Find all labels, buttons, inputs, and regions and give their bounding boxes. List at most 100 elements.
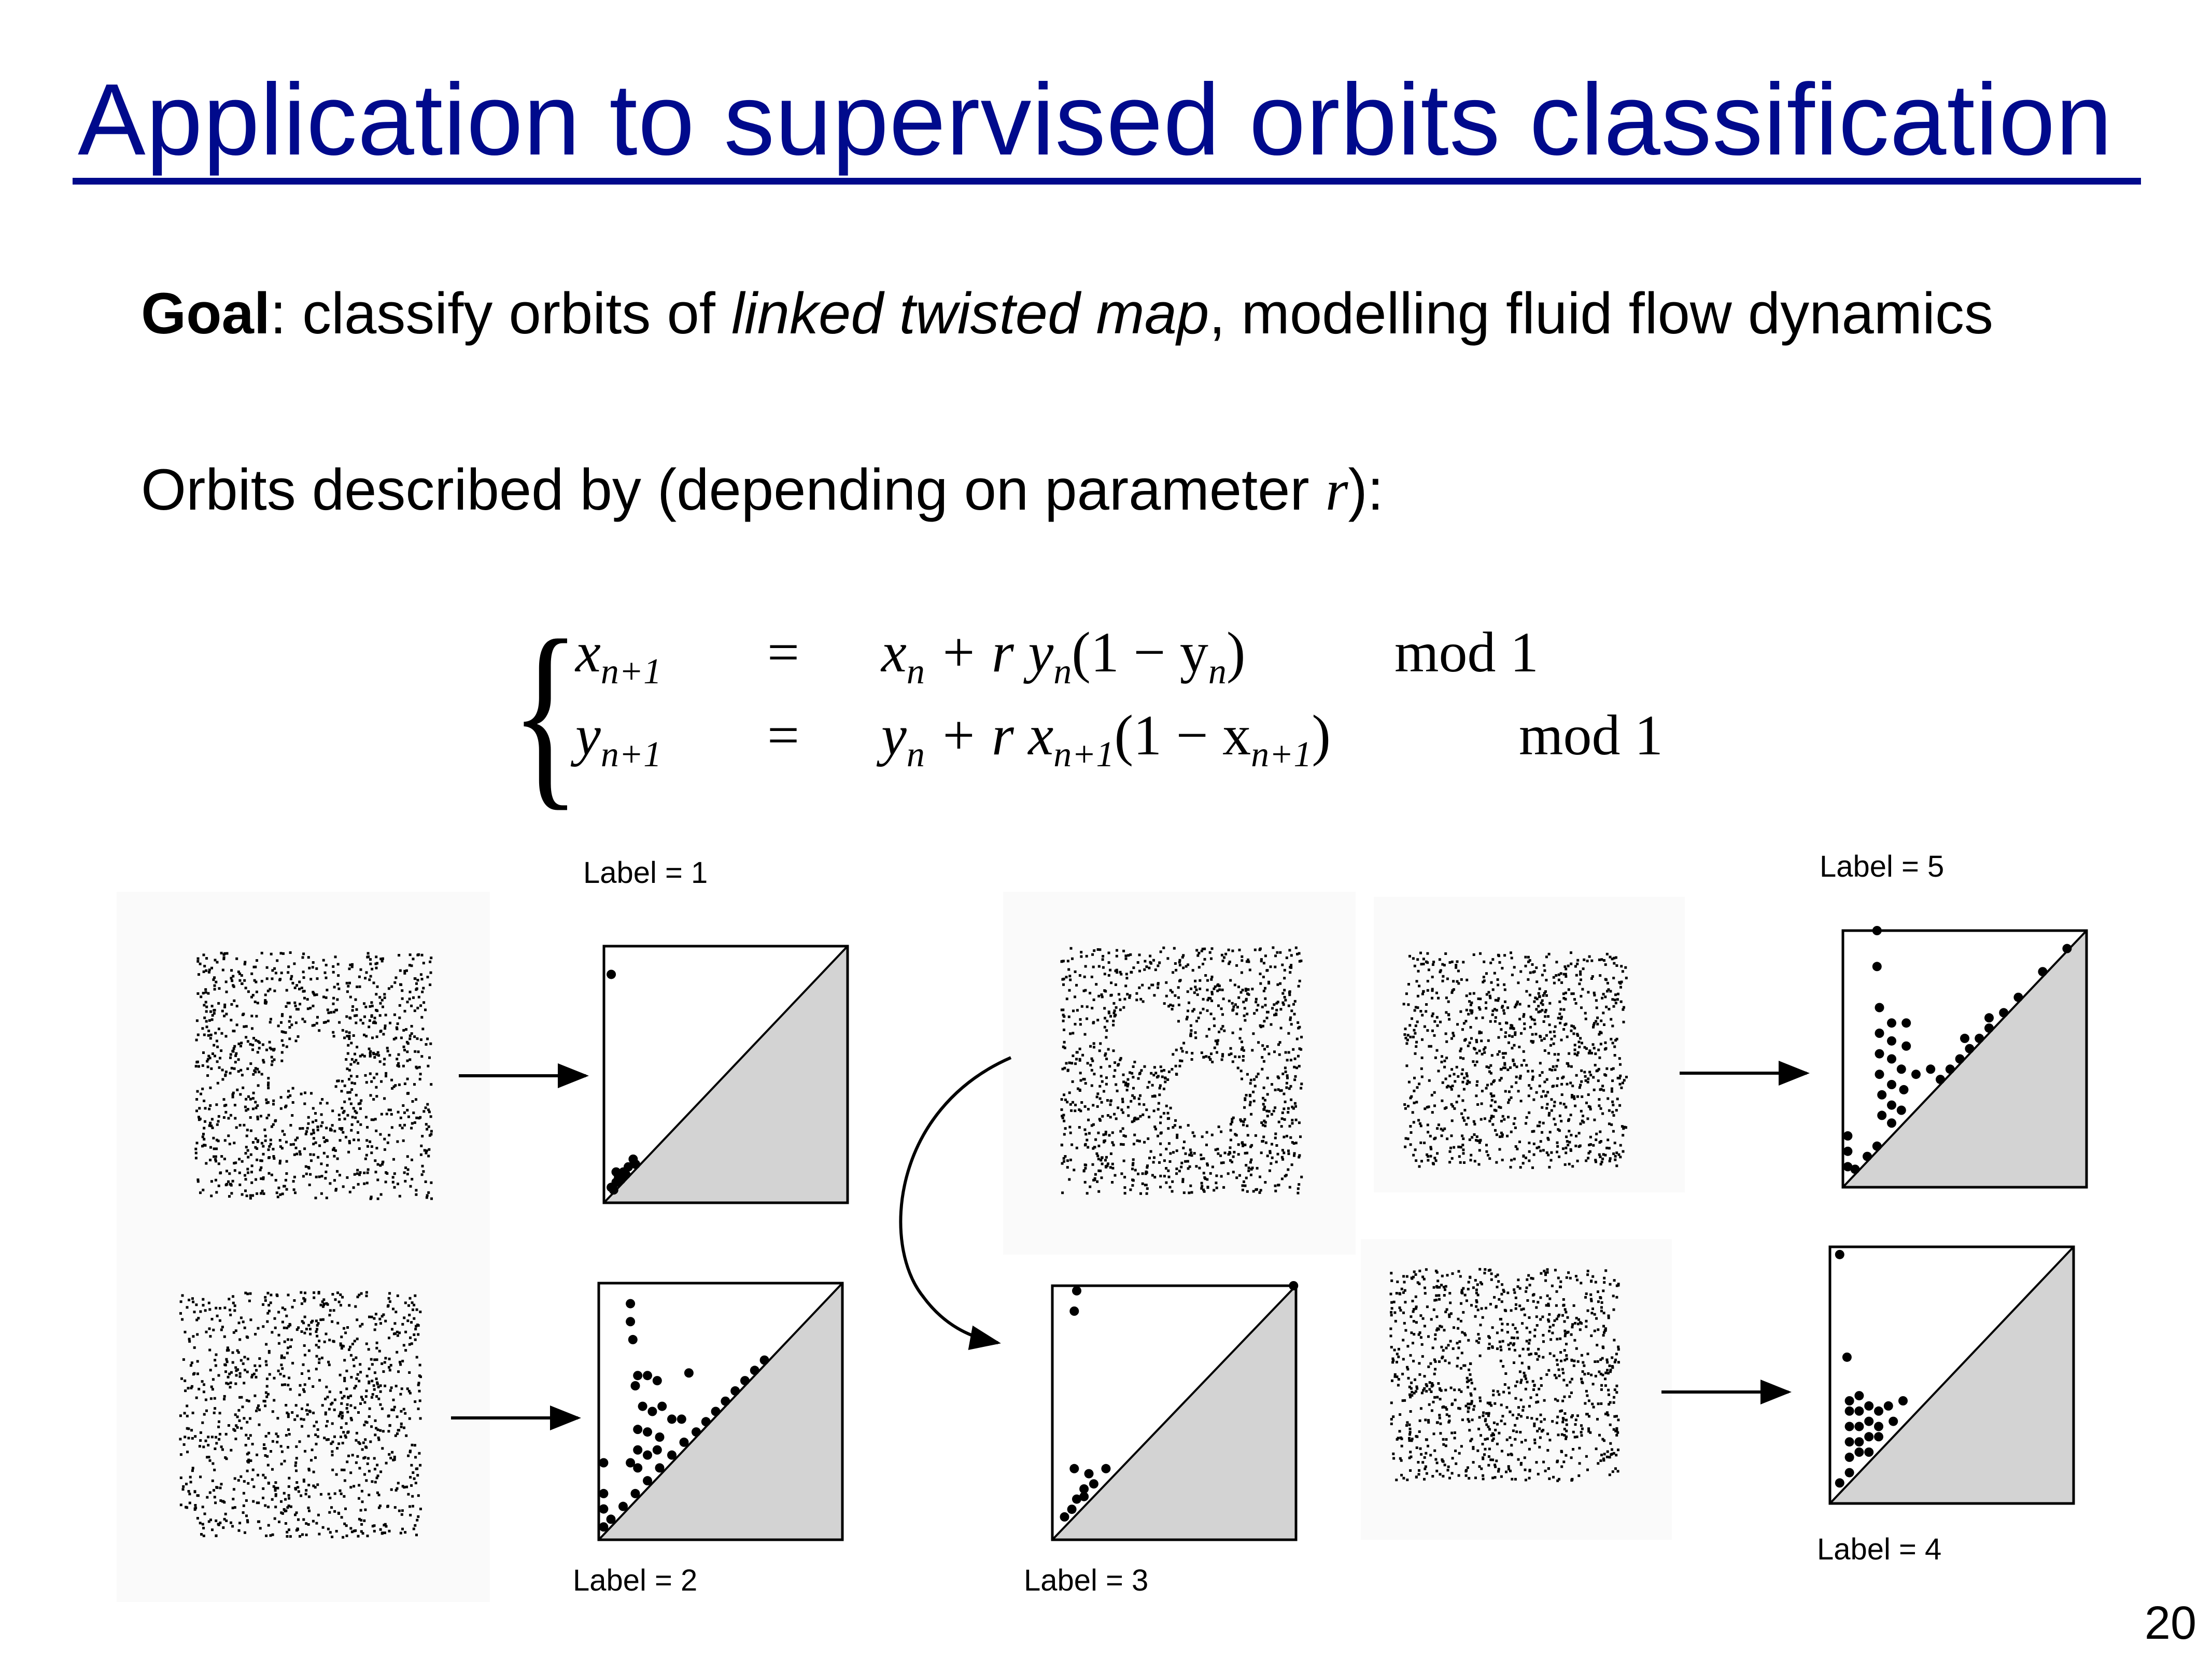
diagram-point: [1854, 1447, 1864, 1457]
diagram-point: [1955, 1054, 1965, 1064]
orbit-cloud-2: [117, 1229, 490, 1602]
diagram-point: [1877, 1110, 1887, 1120]
orbit-background: [1374, 897, 1685, 1192]
diagram-point: [1854, 1391, 1864, 1401]
label-4: Label = 4: [1817, 1533, 1942, 1566]
diagram-point: [1101, 1464, 1111, 1473]
diagram-point: [1887, 1118, 1896, 1128]
diagram-point: [1887, 1054, 1896, 1064]
diagram-point: [1872, 962, 1882, 972]
eq2-rhs: yn + r xn+1(1 − xn+1): [881, 704, 1331, 775]
diagram-point: [633, 1371, 643, 1381]
diagram-point: [1926, 1064, 1936, 1074]
diagram-point: [1936, 1075, 1945, 1085]
diagram-point: [1089, 1479, 1098, 1489]
diagram-point: [1875, 1003, 1884, 1013]
goal-text: : classify orbits of: [270, 281, 731, 346]
orbits-text: Orbits described by (depending on parame…: [141, 457, 1326, 522]
page-number: 20: [2144, 1597, 2196, 1649]
equation-brace: {: [511, 598, 581, 827]
diagram-point: [628, 1334, 638, 1344]
diagram-point: [1896, 1064, 1906, 1074]
diagram-point: [647, 1407, 657, 1416]
diagram-point: [1864, 1447, 1874, 1457]
diagram-frame: [1828, 1245, 2075, 1505]
label-1: Label = 1: [583, 856, 708, 890]
arrow-3: [899, 1056, 1012, 1350]
diagram-point: [1872, 926, 1882, 935]
diagram-point: [643, 1476, 652, 1486]
diagram-point: [626, 1317, 636, 1327]
diagram-point: [1898, 1396, 1908, 1405]
orbit-background: [1361, 1239, 1672, 1540]
diagram-point: [1901, 1041, 1911, 1051]
diagram-point: [1072, 1286, 1081, 1296]
diagram-point: [1844, 1396, 1854, 1405]
diagram-point: [609, 1185, 618, 1195]
diagram-point: [1854, 1437, 1864, 1447]
diagram-point: [1901, 1018, 1911, 1028]
persistence-diagram-2: [597, 1282, 844, 1541]
orbit-points: [1389, 1268, 1620, 1482]
diagram-point: [630, 1488, 640, 1498]
diagonal-line: [603, 945, 849, 1204]
diagram-point: [667, 1414, 677, 1424]
diagonal-line: [598, 1282, 843, 1541]
diagram-point: [679, 1437, 689, 1447]
diagram-point: [1843, 1162, 1853, 1172]
diagram-point: [1842, 1352, 1852, 1362]
persistence-diagram-5: [1841, 926, 2088, 1189]
diagram-point: [638, 1401, 647, 1411]
slide-title: Application to supervised orbits classif…: [78, 63, 2113, 176]
diagram-point: [740, 1376, 750, 1386]
diagram-point: [626, 1458, 636, 1468]
orbit-cloud-5: [1361, 1239, 1672, 1540]
diagram-point: [1984, 1013, 1994, 1023]
diagram-point: [1945, 1064, 1955, 1074]
diagram-point: [607, 969, 616, 979]
diagram-point: [667, 1450, 677, 1460]
eq2-mod: mod 1: [1519, 704, 1664, 767]
title-underline: [73, 178, 2141, 185]
diagram-point: [1079, 1492, 1089, 1501]
diagram-point: [633, 1425, 643, 1435]
diagram-point: [759, 1355, 769, 1365]
diagram-point: [1844, 1406, 1854, 1416]
diagram-point: [1872, 1141, 1882, 1151]
diagram-frame: [602, 945, 849, 1204]
diagram-point: [1835, 1478, 1844, 1488]
diagram-point: [1960, 1033, 1969, 1043]
diagram-point: [1060, 1512, 1069, 1522]
diagram-point: [1864, 1416, 1874, 1426]
diagram-point: [1887, 1036, 1896, 1046]
diagram-point: [1069, 1464, 1079, 1473]
diagram-point: [1874, 1422, 1883, 1431]
persistence-diagram-4: [1828, 1245, 2075, 1505]
diagram-frame: [1051, 1284, 1298, 1541]
diagram-point: [750, 1366, 759, 1375]
diagram-point: [626, 1299, 636, 1309]
diagram-frame: [597, 1282, 844, 1541]
diagram-point: [652, 1445, 662, 1455]
diagram-point: [1289, 1281, 1299, 1290]
diagram-point: [1084, 1469, 1094, 1479]
diagram-point: [1079, 1484, 1089, 1494]
orbit-cloud-1: [117, 892, 490, 1229]
label-5: Label = 5: [1820, 850, 1945, 883]
orbit-points: [1060, 946, 1303, 1195]
diagram-point: [631, 1159, 641, 1169]
eq1-mod: mod 1: [1394, 621, 1539, 684]
diagram-point: [1854, 1406, 1864, 1416]
diagram-point: [721, 1396, 730, 1406]
diagram-point: [621, 1170, 631, 1179]
diagram-point: [1887, 1018, 1896, 1028]
eq1-lhs: xn+1: [575, 621, 662, 692]
diagram-point: [599, 1458, 609, 1468]
diagram-point: [1844, 1468, 1854, 1478]
persistence-diagram-3: [1051, 1281, 1299, 1541]
diagram-point: [643, 1371, 652, 1381]
diagram-point: [1864, 1432, 1874, 1442]
diagram-point: [1896, 1105, 1906, 1115]
diagram-point: [618, 1501, 628, 1511]
label-2: Label = 2: [573, 1564, 698, 1597]
